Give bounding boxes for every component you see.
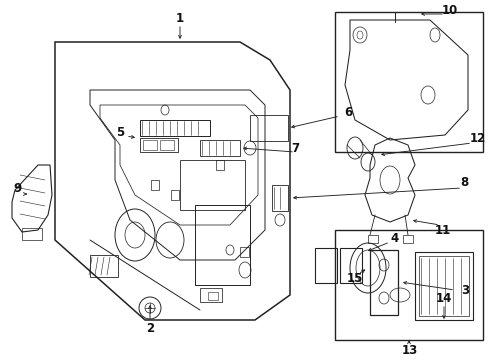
Bar <box>90 255 118 277</box>
Text: 1: 1 <box>176 12 183 24</box>
Bar <box>140 120 209 136</box>
Bar <box>249 115 287 141</box>
Bar <box>22 228 42 240</box>
Text: 3: 3 <box>460 284 468 297</box>
Bar <box>334 230 482 340</box>
Text: 11: 11 <box>434 224 450 237</box>
Bar <box>367 235 377 243</box>
Bar <box>216 160 224 170</box>
Bar <box>207 292 218 300</box>
Text: 7: 7 <box>290 141 299 154</box>
Bar <box>160 140 174 150</box>
Text: 9: 9 <box>14 181 22 194</box>
Bar <box>402 235 412 243</box>
Bar <box>418 256 468 316</box>
Bar <box>171 190 179 200</box>
Text: 4: 4 <box>390 231 398 244</box>
Bar <box>180 160 244 210</box>
Bar <box>200 140 240 156</box>
Bar <box>151 180 159 190</box>
Text: 5: 5 <box>116 126 124 139</box>
Bar <box>240 247 248 257</box>
Text: 12: 12 <box>469 131 485 144</box>
Text: 14: 14 <box>435 292 451 305</box>
Text: 15: 15 <box>346 271 363 284</box>
Text: 8: 8 <box>459 176 467 189</box>
Bar <box>195 205 249 285</box>
Text: 10: 10 <box>441 4 457 17</box>
Text: 13: 13 <box>401 343 417 356</box>
Bar <box>142 140 157 150</box>
Bar <box>369 250 397 315</box>
Bar <box>339 248 361 283</box>
Bar <box>271 185 287 211</box>
Bar <box>200 288 222 302</box>
Bar <box>314 248 336 283</box>
Bar <box>414 252 472 320</box>
Text: 2: 2 <box>145 321 154 334</box>
Text: 6: 6 <box>343 105 351 118</box>
Bar <box>334 12 482 152</box>
Bar <box>140 138 178 152</box>
